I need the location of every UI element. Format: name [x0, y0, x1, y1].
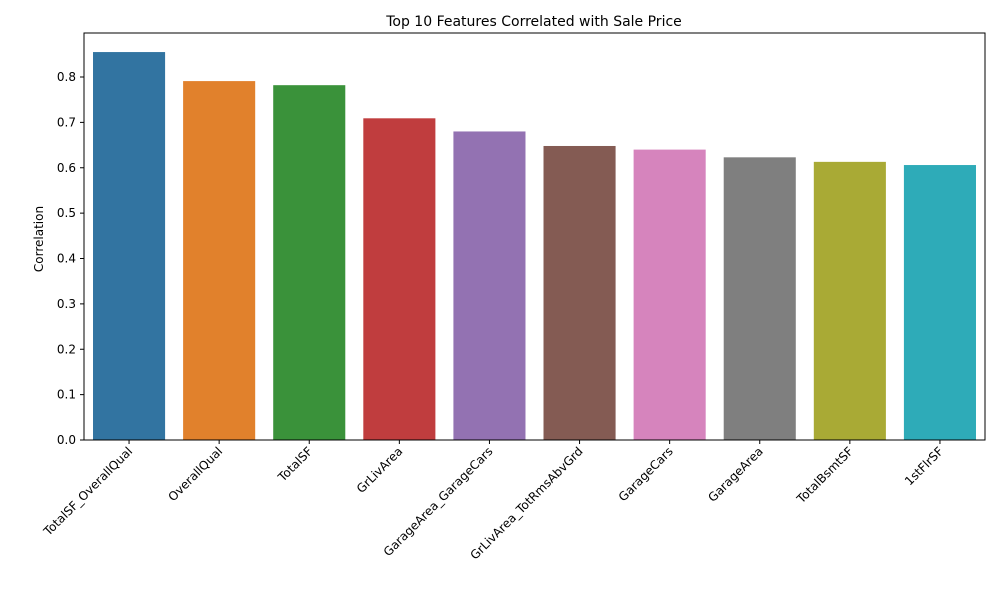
- plot-area: 0.0 0.1 0.2 0.3 0.4 0.5 0.6 0.7 0.8 TotalSF_Overa…: [40, 52, 976, 562]
- bar-TotalBsmtSF: [813, 161, 886, 440]
- chart-title: Top 10 Features Correlated with Sale Pri…: [385, 14, 682, 30]
- y-tick-label: 0.3: [57, 297, 76, 311]
- y-tick-label: 0.4: [57, 252, 76, 266]
- x-tick-label: TotalSF: [275, 444, 316, 485]
- y-tick-label: 0.0: [57, 433, 76, 447]
- y-tick-label: 0.6: [57, 161, 76, 175]
- y-axis-label: Correlation: [32, 206, 46, 272]
- x-tick-label: OverallQual: [165, 444, 225, 504]
- y-tick-label: 0.2: [57, 342, 76, 356]
- bar-GarageArea_GarageCars: [453, 131, 526, 440]
- x-tick-label: GarageCars: [616, 444, 676, 504]
- y-tick-label: 0.5: [57, 206, 76, 220]
- bar-GrLivArea_TotRmsAbvGrd: [543, 145, 616, 441]
- bar-GrLivArea: [363, 118, 436, 440]
- x-tick-label: TotalSF_OverallQual: [40, 444, 135, 539]
- y-tick-label: 0.1: [57, 388, 76, 402]
- x-tick-label: 1stFlrSF: [902, 444, 946, 488]
- x-tick-label: TotalBsmtSF: [793, 444, 856, 507]
- bar-1stFlrSF: [903, 165, 976, 440]
- bar-OverallQual: [183, 81, 256, 440]
- bar-TotalSF_OverallQual: [93, 52, 166, 440]
- bar-TotalSF: [273, 85, 346, 440]
- plot-frame: [83, 32, 986, 441]
- x-tick-label: GarageArea: [705, 444, 766, 505]
- y-tick-label: 0.8: [57, 70, 76, 84]
- bar-GarageCars: [633, 149, 706, 441]
- bar-GarageArea: [723, 157, 796, 440]
- x-tick-label: GrLivArea: [354, 444, 406, 496]
- y-tick-label: 0.7: [57, 115, 76, 129]
